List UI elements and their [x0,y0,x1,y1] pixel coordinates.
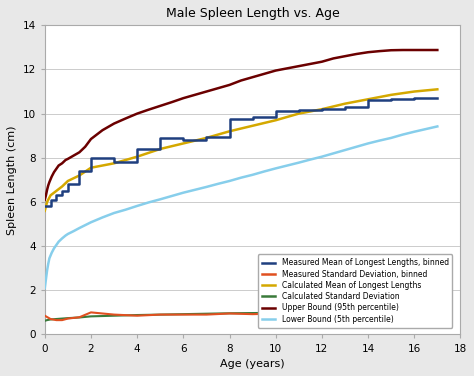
Title: Male Spleen Length vs. Age: Male Spleen Length vs. Age [166,7,339,20]
X-axis label: Age (years): Age (years) [220,359,285,369]
Legend: Measured Mean of Longest Lengths, binned, Measured Standard Deviation, binned, C: Measured Mean of Longest Lengths, binned… [258,255,453,327]
Y-axis label: Spleen Length (cm): Spleen Length (cm) [7,125,17,235]
